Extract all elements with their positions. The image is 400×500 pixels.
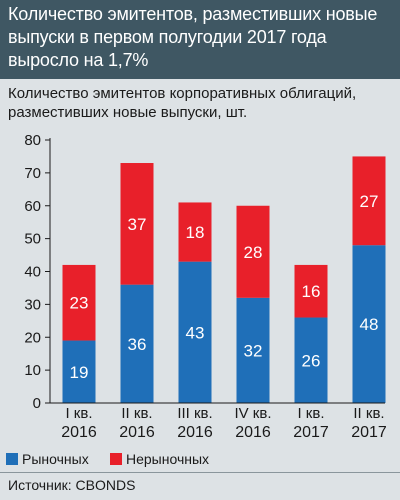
data-label: 23: [70, 294, 89, 313]
y-tick-label: 80: [24, 132, 41, 149]
data-label: 43: [186, 323, 205, 342]
data-label: 48: [360, 315, 379, 334]
y-tick-label: 50: [24, 231, 41, 248]
bar-market: [120, 284, 154, 403]
source-note: Источник: CBONDS: [8, 477, 136, 493]
legend-item-nonmarket: Нерыночных: [110, 451, 209, 467]
x-tick-label: IV кв.: [234, 405, 271, 422]
y-tick-label: 40: [24, 264, 41, 281]
legend-swatch-market: [6, 453, 18, 465]
bar-nonmarket: [352, 156, 386, 246]
bar-nonmarket: [236, 205, 270, 298]
data-label: 27: [360, 192, 379, 211]
data-label: 19: [70, 363, 89, 382]
x-tick-label: 2016: [61, 424, 97, 441]
x-tick-label: 2016: [177, 424, 213, 441]
x-tick-label: II кв.: [121, 405, 152, 422]
footer-divider: [0, 472, 400, 473]
bar-market: [178, 261, 212, 403]
data-label: 28: [244, 243, 263, 262]
y-tick-label: 30: [24, 296, 41, 313]
page-title: Количество эмитентов, разместивших новые…: [8, 4, 378, 70]
x-tick-label: III кв.: [177, 405, 212, 422]
y-tick-label: 0: [33, 395, 41, 412]
legend-swatch-nonmarket: [110, 453, 122, 465]
chart-header: Количество эмитентов, разместивших новые…: [0, 0, 400, 79]
x-tick-label: 2017: [351, 424, 387, 441]
y-tick-label: 10: [24, 362, 41, 379]
bar-market: [236, 297, 270, 403]
data-label: 16: [302, 282, 321, 301]
x-tick-label: 2017: [293, 424, 329, 441]
bar-nonmarket: [62, 264, 96, 341]
x-tick-label: 2016: [235, 424, 271, 441]
x-tick-label: I кв.: [65, 405, 92, 422]
bar-market: [294, 317, 328, 403]
data-label: 26: [302, 351, 321, 370]
legend-label-nonmarket: Нерыночных: [126, 451, 210, 467]
data-label: 32: [244, 341, 263, 360]
y-tick-label: 60: [24, 198, 41, 215]
x-tick-label: II кв.: [353, 405, 384, 422]
data-label: 18: [186, 223, 205, 242]
y-tick-label: 70: [24, 165, 41, 182]
data-label: 37: [128, 215, 147, 234]
x-tick-label: I кв.: [297, 405, 324, 422]
legend-label-market: Рыночных: [22, 451, 89, 467]
data-label: 36: [128, 335, 147, 354]
y-tick-label: 20: [24, 329, 41, 346]
legend-item-market: Рыночных: [6, 451, 89, 467]
bar-nonmarket: [294, 264, 328, 318]
bar-market: [352, 245, 386, 403]
bar-nonmarket: [120, 163, 154, 285]
bar-market: [62, 340, 96, 403]
chart-title: Количество эмитентов корпоративных облиг…: [8, 85, 357, 121]
x-tick-label: 2016: [119, 424, 155, 441]
bar-nonmarket: [178, 202, 212, 262]
